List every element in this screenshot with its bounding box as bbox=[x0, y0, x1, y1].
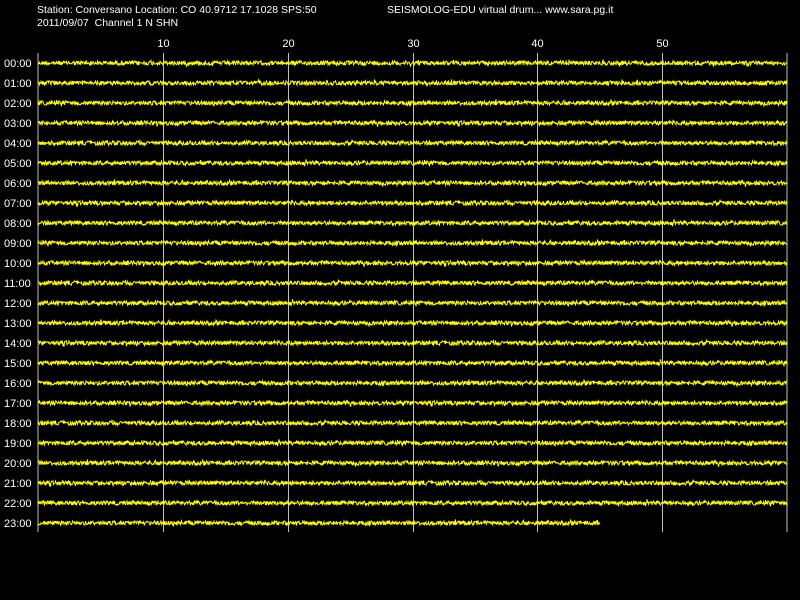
row-label-2200: 22:00 bbox=[4, 498, 32, 510]
trace-2200 bbox=[37, 499, 788, 507]
trace-2000 bbox=[37, 458, 788, 468]
x-tick-label-20: 20 bbox=[282, 38, 294, 50]
x-tick-label-30: 30 bbox=[407, 38, 419, 50]
row-label-0000: 00:00 bbox=[4, 58, 32, 70]
row-label-1500: 15:00 bbox=[4, 358, 32, 370]
row-label-1900: 19:00 bbox=[4, 438, 32, 450]
row-label-1000: 10:00 bbox=[4, 258, 32, 270]
row-label-0800: 08:00 bbox=[4, 218, 32, 230]
app-title: SEISMOLOG-EDU virtual drum... www.sara.p… bbox=[387, 4, 614, 16]
trace-1700 bbox=[37, 399, 788, 408]
trace-0400 bbox=[37, 139, 788, 147]
trace-1300 bbox=[37, 318, 788, 328]
row-label-0600: 06:00 bbox=[4, 178, 32, 190]
x-tick-label-10: 10 bbox=[157, 38, 169, 50]
x-tick-label-40: 40 bbox=[531, 38, 543, 50]
trace-1500 bbox=[37, 359, 788, 367]
row-label-0400: 04:00 bbox=[4, 138, 32, 150]
trace-1000 bbox=[37, 259, 788, 268]
trace-0900 bbox=[37, 238, 788, 248]
row-label-1300: 13:00 bbox=[4, 318, 32, 330]
trace-1400 bbox=[37, 339, 788, 347]
trace-1200 bbox=[37, 298, 788, 308]
row-label-1800: 18:00 bbox=[4, 418, 32, 430]
trace-0700 bbox=[37, 199, 788, 207]
row-label-0900: 09:00 bbox=[4, 238, 32, 250]
row-label-2300: 23:00 bbox=[4, 518, 32, 530]
row-label-1200: 12:00 bbox=[4, 298, 32, 310]
x-tick-label-50: 50 bbox=[656, 38, 668, 50]
row-label-2000: 20:00 bbox=[4, 458, 32, 470]
trace-0500 bbox=[37, 158, 788, 168]
row-label-2100: 21:00 bbox=[4, 478, 32, 490]
date-channel-info: 2011/09/07 Channel 1 N SHN bbox=[37, 17, 179, 29]
row-label-1100: 11:00 bbox=[4, 278, 31, 290]
row-label-1400: 14:00 bbox=[4, 338, 32, 350]
row-label-0200: 02:00 bbox=[4, 98, 32, 110]
trace-1900 bbox=[37, 438, 788, 448]
trace-0200 bbox=[37, 98, 788, 108]
trace-0800 bbox=[37, 219, 788, 227]
trace-1100 bbox=[37, 279, 788, 287]
trace-0600 bbox=[37, 178, 788, 188]
trace-1600 bbox=[37, 378, 788, 388]
trace-2300 bbox=[37, 518, 600, 528]
row-label-1700: 17:00 bbox=[4, 398, 32, 410]
row-label-0100: 01:00 bbox=[4, 78, 32, 90]
row-label-0500: 05:00 bbox=[4, 158, 32, 170]
row-label-0700: 07:00 bbox=[4, 198, 32, 210]
trace-0000 bbox=[37, 58, 788, 68]
row-label-0300: 03:00 bbox=[4, 118, 32, 130]
row-label-1600: 16:00 bbox=[4, 378, 32, 390]
station-info: Station: Conversano Location: CO 40.9712… bbox=[37, 4, 317, 16]
trace-2100 bbox=[38, 479, 788, 487]
trace-0300 bbox=[37, 119, 788, 128]
trace-0100 bbox=[37, 78, 788, 87]
trace-1800 bbox=[37, 419, 788, 427]
